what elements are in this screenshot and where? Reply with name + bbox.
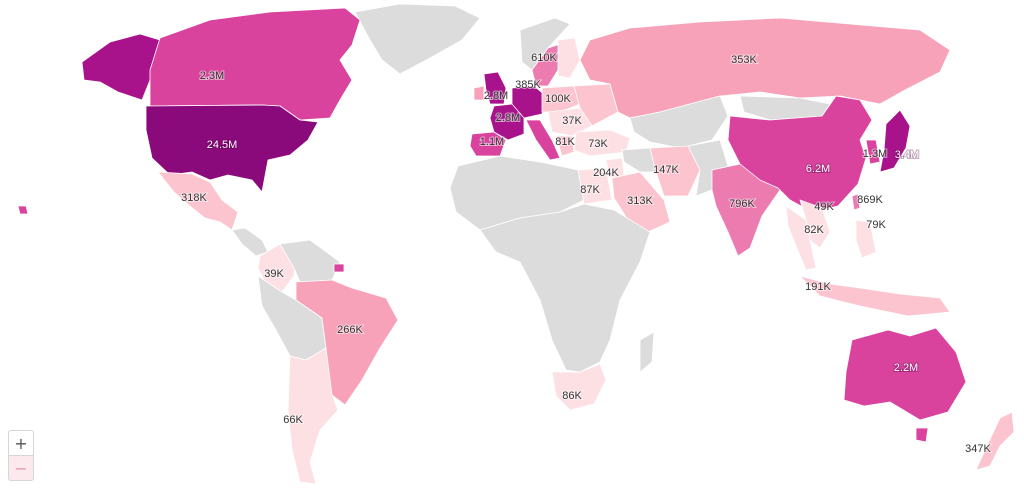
country-new-zealand[interactable] [975,411,1015,471]
zoom-out-button[interactable]: − [8,455,34,481]
country-usa[interactable] [145,104,319,193]
label-mexico: 318K [181,192,207,204]
label-romania: 37K [562,115,582,127]
country-central-africa[interactable] [479,203,651,373]
country-south-africa[interactable] [551,363,607,411]
country-saudi[interactable] [611,171,671,233]
country-canada[interactable] [149,7,361,121]
country-china[interactable] [727,95,873,213]
label-egypt: 87K [580,184,600,196]
country-iraq[interactable] [621,147,657,173]
label-thailand: 82K [804,224,824,236]
label-korea: 1.3M [863,148,887,160]
label-argentina: 66K [283,414,303,426]
label-philippines: 79K [866,219,886,231]
country-france[interactable] [489,103,525,141]
country-ukraine[interactable] [573,83,619,127]
country-ireland[interactable] [473,85,485,101]
label-uk: 2.8M [484,90,508,102]
label-france: 2.8M [496,112,520,124]
label-south-africa: 86K [562,390,582,402]
label-taiwan: 869K [857,194,883,206]
country-central-america[interactable] [231,227,269,257]
country-italy[interactable] [525,119,561,161]
label-china: 6.2M [806,163,830,175]
label-australia: 2.2M [894,362,918,374]
country-taiwan[interactable] [851,193,861,211]
label-vietnam: 49K [814,201,834,213]
zoom-in-button[interactable]: + [8,430,34,456]
label-sweden: 610K [531,52,557,64]
label-colombia: 39K [264,268,284,280]
label-poland: 100K [545,93,571,105]
country-hawaii[interactable] [17,205,29,215]
label-denmark: 385K [515,79,541,91]
label-iran: 147K [653,164,679,176]
label-russia: 353K [731,54,757,66]
label-turkey: 73K [588,138,608,150]
country-korea[interactable] [865,139,881,165]
label-indonesia: 191K [805,281,831,293]
label-canada: 2.3M [200,70,224,82]
country-egypt[interactable] [577,167,613,205]
country-guyana[interactable] [333,263,345,273]
label-brazil: 266K [337,324,363,336]
label-jordan: 204K [593,167,619,179]
label-spain: 1.1M [480,136,504,148]
country-greenland[interactable] [354,3,481,75]
label-new-zealand: 347K [965,443,991,455]
country-australia[interactable] [843,327,967,421]
country-central-asia[interactable] [629,95,729,149]
label-japan: 3.4M [895,149,919,161]
label-india: 796K [729,198,755,210]
country-indonesia[interactable] [799,275,951,317]
country-uk[interactable] [483,71,507,105]
country-japan[interactable] [879,109,911,173]
label-usa: 24.5M [207,139,238,151]
country-argentina[interactable] [287,347,339,485]
country-greece[interactable] [555,135,575,157]
country-poland[interactable] [541,85,581,113]
country-madagascar[interactable] [639,331,655,373]
label-greece: 81K [555,136,575,148]
country-alaska[interactable] [81,33,161,101]
country-romania[interactable] [547,107,593,137]
country-brazil[interactable] [295,279,399,406]
country-thailand[interactable] [785,205,817,271]
country-philippines[interactable] [855,219,877,259]
country-tasmania[interactable] [915,427,929,443]
country-finland[interactable] [557,37,581,79]
label-saudi: 313K [627,195,653,207]
